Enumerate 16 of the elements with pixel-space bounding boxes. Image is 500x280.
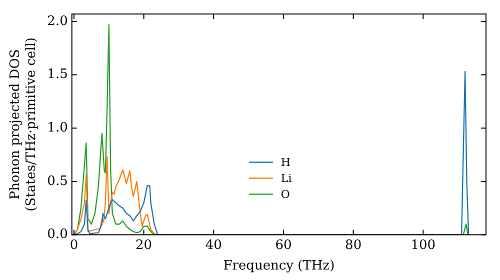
x-tick-label: 40 [205, 238, 222, 253]
legend-label: O [280, 188, 290, 202]
y-axis-title: Phonon projected DOS (States/THz·primitive cell) [8, 37, 39, 212]
x-tick-label: 100 [410, 238, 436, 253]
legend-label: H [280, 156, 291, 170]
y-tick-label: 2.0 [47, 14, 68, 29]
x-tick-label: 20 [136, 238, 152, 253]
x-tick-label: 60 [275, 238, 292, 253]
x-tick-label: 80 [345, 238, 362, 253]
x-tick-label: 0 [70, 238, 78, 253]
y-tick-label: 1.5 [47, 67, 68, 82]
legend-label: Li [280, 172, 292, 186]
x-axis-title: Frequency (THz) [223, 258, 335, 274]
y-tick-label: 0.0 [47, 227, 68, 242]
y-tick-label: 0.5 [47, 174, 68, 189]
y-tick-label: 1.0 [47, 120, 68, 136]
